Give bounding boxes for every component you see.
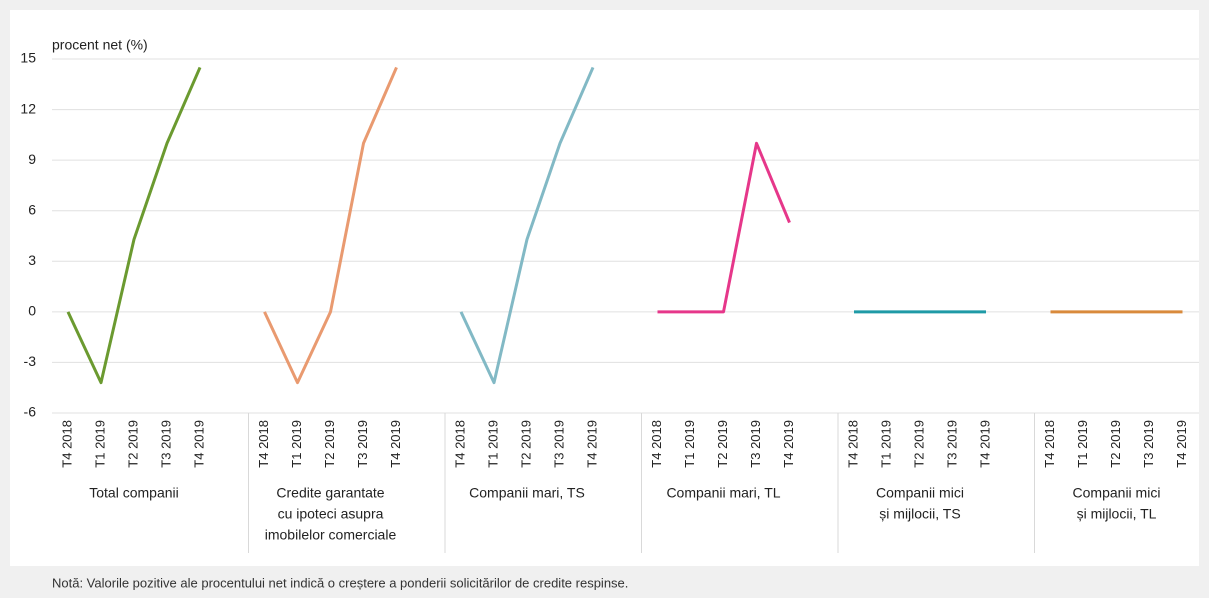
x-tick-label: T3 2019: [1141, 420, 1156, 468]
x-tick-label: T2 2019: [715, 420, 730, 468]
x-tick-label: T3 2019: [748, 420, 763, 468]
y-tick-label: -3: [24, 353, 37, 369]
x-tick-label: T2 2019: [125, 420, 140, 468]
x-tick-label: T4 2018: [649, 420, 664, 468]
x-tick-label: T4 2018: [1042, 420, 1057, 468]
group-label: Companii mari, TL: [666, 485, 780, 501]
group-label: Total companii: [89, 485, 179, 501]
x-tick-label: T2 2019: [911, 420, 926, 468]
x-tick-label: T4 2019: [977, 420, 992, 468]
x-tick-label: T1 2019: [485, 420, 500, 468]
x-tick-label: T2 2019: [1108, 420, 1123, 468]
series-line: [657, 141, 791, 314]
y-tick-label: 0: [28, 303, 36, 319]
group-label: Companii mari, TS: [469, 485, 585, 501]
series-line: [459, 66, 595, 385]
x-tick-label: T4 2018: [452, 420, 467, 468]
y-tick-label: 12: [20, 100, 36, 116]
group-label: și mijlocii, TL: [1077, 506, 1157, 522]
group-label: Credite garantate: [276, 485, 384, 501]
x-tick-label: T1 2019: [289, 420, 304, 468]
y-tick-label: -6: [24, 404, 37, 420]
x-tick-label: T3 2019: [551, 420, 566, 468]
x-tick-label: T3 2019: [158, 420, 173, 468]
y-axis-label: procent net (%): [52, 37, 148, 53]
x-tick-label: T3 2019: [944, 420, 959, 468]
x-tick-label: T4 2018: [256, 420, 271, 468]
y-tick-label: 6: [28, 201, 36, 217]
x-tick-label: T4 2019: [388, 420, 403, 468]
group-label: Companii mici: [1073, 485, 1161, 501]
group-label: imobilelor comerciale: [265, 527, 397, 543]
x-tick-label: T1 2019: [682, 420, 697, 468]
y-tick-label: 9: [28, 151, 36, 167]
x-tick-label: T1 2019: [878, 420, 893, 468]
series-line: [66, 66, 202, 385]
group-label: cu ipoteci asupra: [278, 506, 384, 522]
x-tick-label: T4 2018: [845, 420, 860, 468]
note: Notă: Valorile pozitive ale procentului …: [52, 575, 628, 590]
x-tick-label: T4 2019: [781, 420, 796, 468]
group-label: și mijlocii, TS: [879, 506, 960, 522]
x-tick-label: T4 2019: [1174, 420, 1189, 468]
x-tick-label: T4 2019: [584, 420, 599, 468]
x-tick-label: T4 2018: [59, 420, 74, 468]
x-tick-label: T2 2019: [518, 420, 533, 468]
x-tick-label: T3 2019: [355, 420, 370, 468]
chart-background: [10, 10, 1199, 566]
x-tick-label: T1 2019: [1075, 420, 1090, 468]
y-tick-label: 15: [20, 50, 36, 66]
x-tick-label: T2 2019: [322, 420, 337, 468]
x-tick-label: T1 2019: [92, 420, 107, 468]
x-tick-label: T4 2019: [191, 420, 206, 468]
y-tick-label: 3: [28, 252, 36, 268]
group-label: Companii mici: [876, 485, 964, 501]
series-line: [263, 66, 398, 385]
